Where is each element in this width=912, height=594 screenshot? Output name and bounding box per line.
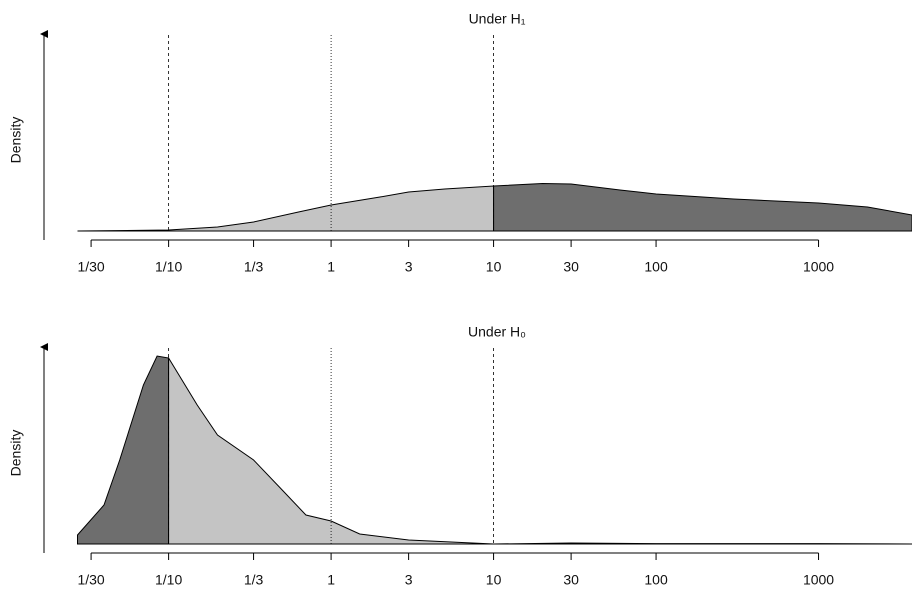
x-tick-label: 30 [563,572,579,588]
chart-title: Under H₀ [468,324,526,340]
x-tick-label: 1000 [803,572,834,588]
x-tick-label: 100 [644,572,668,588]
x-tick-label: 1/30 [77,259,104,275]
y-axis-label: Density [8,117,24,164]
x-tick-label: 1/3 [244,259,264,275]
x-tick-label: 100 [644,259,668,275]
x-tick-label: 3 [405,572,413,588]
density-area [77,185,495,232]
x-tick-label: 1/10 [155,259,182,275]
chart-title: Under H₁ [469,11,526,27]
density-area [168,356,912,545]
x-tick-label: 3 [405,259,413,275]
x-tick-label: 10 [486,259,502,275]
x-tick-label: 10 [486,572,502,588]
x-tick-label: 1000 [803,259,834,275]
y-axis-label: Density [8,430,24,477]
x-tick-label: 1/30 [77,572,104,588]
x-tick-label: 30 [563,259,579,275]
density-area [493,182,912,232]
density-area [77,355,170,545]
x-tick-label: 1/10 [155,572,182,588]
x-tick-label: 1 [327,259,335,275]
x-tick-label: 1 [327,572,335,588]
x-tick-label: 1/3 [244,572,264,588]
